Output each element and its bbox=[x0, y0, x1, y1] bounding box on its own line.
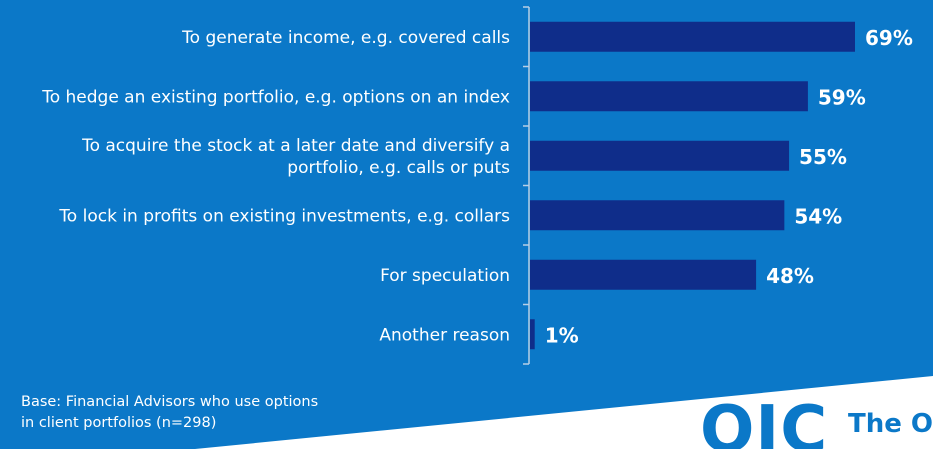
footnote-line-2: in client portfolios (n=298) bbox=[21, 415, 217, 431]
category-label-1: To hedge an existing portfolio, e.g. opt… bbox=[41, 87, 510, 107]
category-label-4: For speculation bbox=[380, 266, 510, 286]
footnote-line-1: Base: Financial Advisors who use options bbox=[21, 394, 319, 410]
bar-2 bbox=[530, 140, 790, 171]
category-label-3: To lock in profits on existing investmen… bbox=[58, 206, 510, 226]
data-label-4: 48% bbox=[766, 264, 814, 288]
bar-5 bbox=[530, 319, 535, 350]
bar-1 bbox=[530, 81, 808, 112]
data-label-0: 69% bbox=[865, 26, 913, 50]
bar-4 bbox=[530, 259, 757, 290]
category-label-2-line-1: portfolio, e.g. calls or puts bbox=[287, 158, 510, 178]
data-label-5: 1% bbox=[545, 323, 579, 347]
data-label-1: 59% bbox=[818, 85, 866, 109]
data-label-2: 55% bbox=[799, 145, 847, 169]
category-label-0: To generate income, e.g. covered calls bbox=[181, 28, 510, 48]
bar-3 bbox=[530, 200, 785, 231]
data-label-3: 54% bbox=[794, 204, 842, 228]
category-label-2-line-0: To acquire the stock at a later date and… bbox=[81, 136, 510, 156]
category-label-5: Another reason bbox=[379, 325, 510, 345]
oic-logo-name: The Op bbox=[848, 409, 933, 439]
base-footnote: Base: Financial Advisors who use options… bbox=[21, 392, 318, 434]
white-diagonal-band bbox=[195, 376, 933, 449]
bar-0 bbox=[530, 21, 855, 52]
oic-logo-mark: OIC bbox=[700, 393, 829, 449]
